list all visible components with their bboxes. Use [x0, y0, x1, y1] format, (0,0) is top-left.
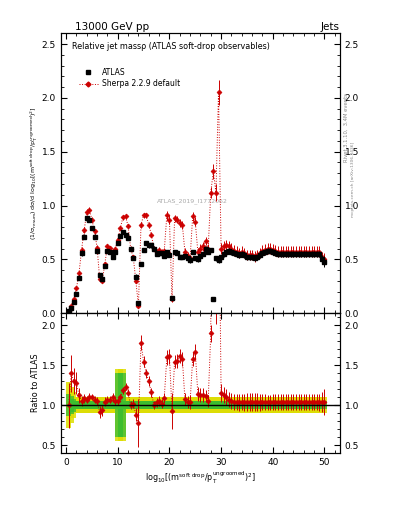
Text: Jets: Jets [321, 22, 340, 32]
Legend: ATLAS, Sherpa 2.2.9 default: ATLAS, Sherpa 2.2.9 default [76, 65, 183, 92]
Text: ATLAS_2019_I1772062: ATLAS_2019_I1772062 [157, 198, 228, 204]
Text: mcplots.cern.ch [arXiv:1306.3436]: mcplots.cern.ch [arXiv:1306.3436] [351, 142, 354, 217]
Text: 13000 GeV pp: 13000 GeV pp [75, 22, 149, 32]
Y-axis label: Ratio to ATLAS: Ratio to ATLAS [31, 354, 40, 413]
Text: Relative jet massρ (ATLAS soft-drop observables): Relative jet massρ (ATLAS soft-drop obse… [72, 41, 270, 51]
Y-axis label: (1/σ$_{\mathrm{resum}}$) dσ/d log$_{10}$[(m$^{\mathrm{soft\ drop}}$/p$_\mathrm{T: (1/σ$_{\mathrm{resum}}$) dσ/d log$_{10}$… [29, 106, 40, 240]
Text: Rivet 3.1.10,  3.4M events: Rivet 3.1.10, 3.4M events [344, 94, 349, 162]
X-axis label: log$_{10}$[(m$^{\mathrm{soft\ drop}}$/p$_\mathrm{T}^{\mathrm{ungroomed}}$)$^2$]: log$_{10}$[(m$^{\mathrm{soft\ drop}}$/p$… [145, 470, 256, 486]
